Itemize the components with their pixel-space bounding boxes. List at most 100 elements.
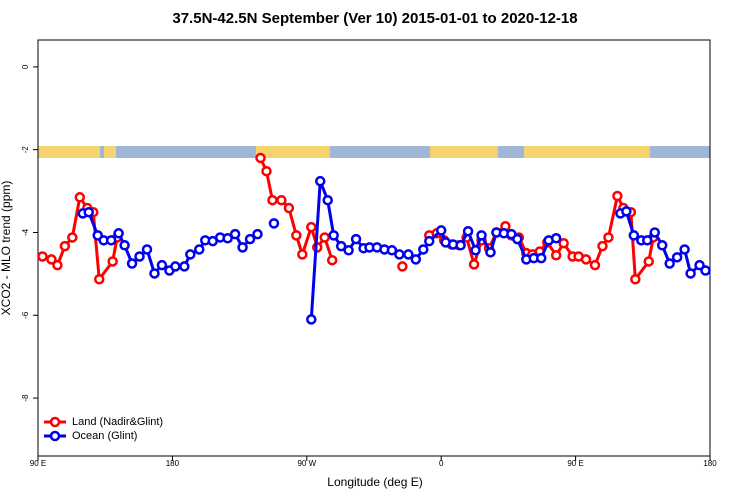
data-point: [255, 152, 266, 164]
data-point: [664, 258, 675, 269]
data-point: [649, 227, 660, 238]
data-point: [642, 235, 653, 246]
plot-frame: [37, 39, 711, 457]
data-point: [628, 230, 640, 241]
data-point: [410, 254, 422, 265]
data-point: [468, 259, 480, 270]
y-tick-label: -4: [21, 228, 30, 236]
data-point: [536, 252, 547, 264]
x-axis-label: Longitude (deg E): [327, 475, 422, 489]
y-tick-label: -6: [21, 311, 30, 319]
data-point: [222, 233, 233, 244]
data-point: [314, 175, 326, 187]
y-tick-label: 0: [21, 64, 30, 69]
legend-marker: [49, 416, 61, 428]
data-point: [52, 259, 63, 271]
data-point: [93, 274, 105, 285]
data-point: [113, 228, 124, 239]
data-point: [156, 259, 168, 271]
data-point: [679, 244, 690, 255]
data-point: [244, 233, 256, 245]
data-point: [179, 261, 190, 272]
data-point: [462, 225, 474, 237]
data-point: [306, 221, 317, 233]
legend-marker: [49, 430, 61, 442]
data-point: [297, 249, 308, 260]
y-axis-label: XCO2 - MLO trend (ppm): [0, 181, 13, 316]
legend-label: Ocean (Glint): [72, 430, 137, 442]
data-point: [350, 233, 362, 245]
data-point: [267, 194, 278, 206]
y-tick-label: -8: [21, 394, 30, 402]
data-point: [141, 244, 153, 255]
data-point: [326, 254, 338, 266]
data-point: [656, 240, 668, 251]
data-point: [46, 254, 57, 265]
data-point: [268, 218, 280, 229]
data-point: [67, 232, 78, 243]
chart-title: 37.5N-42.5N September (Ver 10) 2015-01-0…: [172, 10, 577, 27]
data-point: [418, 244, 429, 255]
data-point: [170, 261, 181, 272]
data-point: [343, 245, 354, 256]
x-tick-label: 0: [439, 459, 444, 468]
data-point: [261, 165, 272, 177]
data-point: [394, 249, 405, 260]
legend-label: Land (Nadir&Glint): [72, 416, 163, 428]
data-point: [597, 240, 608, 252]
data-point: [470, 245, 481, 256]
data-point: [550, 233, 562, 244]
data-point: [237, 242, 248, 253]
x-tick-label: 180: [703, 459, 717, 468]
data-point: [74, 192, 86, 203]
data-point: [37, 251, 48, 262]
data-point: [107, 256, 118, 267]
data-point: [621, 206, 632, 217]
data-point: [319, 232, 330, 243]
data-point: [424, 235, 435, 247]
data-point: [550, 249, 562, 261]
data-point: [126, 258, 138, 269]
data-point: [134, 251, 145, 262]
data-point: [276, 194, 287, 206]
data-point: [322, 194, 333, 206]
data-point: [306, 314, 317, 325]
x-tick-label: 90 E: [30, 459, 46, 468]
data-point: [435, 225, 447, 236]
data-point: [685, 268, 696, 279]
data-point: [580, 254, 592, 265]
x-tick-label: 90 W: [297, 459, 316, 468]
land-mask-strip: [38, 146, 710, 158]
data-point: [476, 230, 487, 241]
data-point: [403, 249, 414, 260]
y-tick-label: -2: [21, 146, 30, 154]
data-point: [328, 230, 339, 241]
x-tick-label: 180: [166, 459, 180, 468]
data-point: [603, 232, 614, 243]
data-point: [589, 259, 601, 271]
data-point: [105, 235, 117, 246]
data-point: [671, 252, 683, 263]
data-point: [283, 202, 295, 214]
data-point: [185, 249, 196, 260]
data-point: [149, 268, 160, 279]
x-tick-label: 90 E: [567, 459, 583, 468]
data-point: [455, 240, 466, 251]
data-point: [630, 274, 641, 285]
data-point: [83, 206, 95, 218]
data-point: [59, 240, 71, 252]
data-point: [512, 233, 523, 245]
data-point: [558, 237, 569, 249]
data-point: [612, 190, 623, 202]
data-point: [119, 240, 130, 251]
data-point: [335, 240, 347, 252]
data-point: [700, 265, 711, 276]
data-point: [252, 228, 263, 240]
data-point: [229, 228, 241, 240]
data-point: [386, 245, 398, 256]
data-point: [643, 256, 655, 267]
data-point: [397, 261, 408, 272]
data-point: [485, 247, 496, 258]
data-point: [291, 230, 302, 241]
